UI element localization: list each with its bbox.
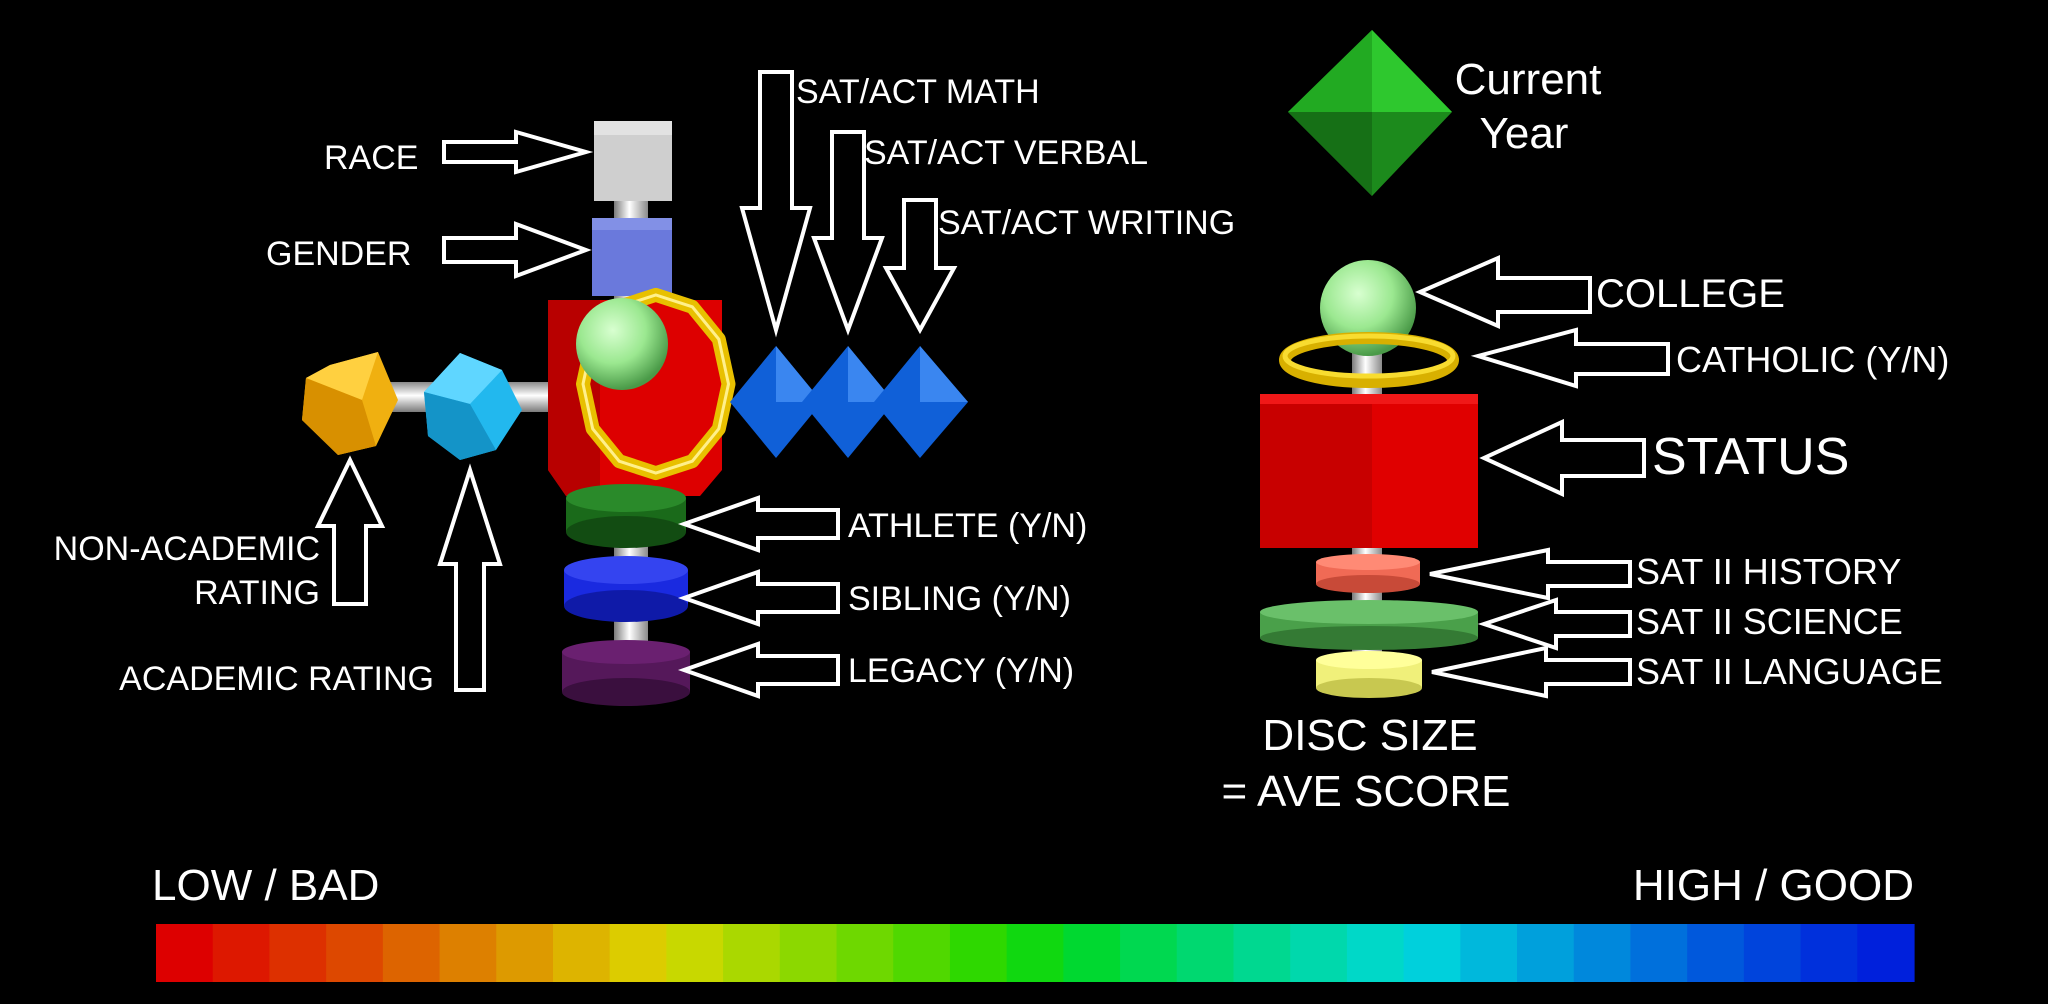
legend-catholic-label: CATHOLIC (Y/N) bbox=[1676, 339, 1949, 380]
sat-math-diamond-icon bbox=[730, 346, 822, 458]
legend-status-cube-icon bbox=[1260, 394, 1478, 548]
scale-swatch bbox=[666, 924, 724, 982]
sat-verbal-diamond-icon bbox=[802, 346, 894, 458]
color-scale: LOW / BAD HIGH / GOOD bbox=[152, 861, 1915, 982]
college-sphere-icon bbox=[576, 298, 668, 390]
scale-swatch bbox=[1630, 924, 1688, 982]
legacy-disc-icon bbox=[562, 640, 690, 706]
scale-swatch bbox=[212, 924, 271, 982]
non-academic-label-line2: RATING bbox=[194, 574, 320, 612]
legend-college-sphere-icon bbox=[1320, 260, 1416, 356]
sat-math-arrow-icon bbox=[739, 70, 813, 338]
scale-swatch bbox=[1403, 924, 1461, 982]
scale-low-label: LOW / BAD bbox=[152, 861, 379, 910]
scale-swatch bbox=[1120, 924, 1178, 982]
scale-swatch bbox=[1743, 924, 1802, 982]
scale-swatch bbox=[552, 924, 611, 982]
scale-swatch bbox=[1517, 924, 1575, 982]
legend-sat2-language-disc-icon bbox=[1316, 651, 1422, 698]
legacy-label: LEGACY (Y/N) bbox=[848, 652, 1074, 690]
gender-label: GENDER bbox=[266, 235, 411, 273]
legend-status-label: STATUS bbox=[1652, 428, 1849, 486]
scale-swatch bbox=[1800, 924, 1858, 982]
sat-writing-arrow-icon bbox=[882, 198, 958, 335]
athlete-disc-icon bbox=[566, 484, 686, 548]
legend-sat2-science-disc-icon bbox=[1260, 600, 1478, 650]
scale-swatch bbox=[382, 924, 441, 982]
sibling-arrow-icon bbox=[677, 569, 840, 627]
current-year-octahedron-icon bbox=[1288, 30, 1452, 196]
sat-writing-diamond-icon bbox=[874, 346, 968, 458]
scale-swatch bbox=[1290, 924, 1348, 982]
legend-sat2-language-arrow-icon bbox=[1431, 645, 1632, 699]
legend-catholic-ring-icon bbox=[1279, 332, 1459, 388]
non-academic-gem-icon bbox=[302, 352, 398, 455]
legend-status-arrow-icon bbox=[1479, 418, 1646, 498]
scale-swatch bbox=[836, 924, 894, 982]
non-academic-arrow-icon bbox=[314, 455, 386, 606]
scale-swatch bbox=[1346, 924, 1405, 982]
scale-swatch bbox=[1460, 924, 1518, 982]
academic-arrow-icon bbox=[437, 463, 503, 692]
sat-writing-label: SAT/ACT WRITING bbox=[938, 204, 1235, 242]
scale-swatch bbox=[439, 924, 497, 982]
legend-sat2-science-label: SAT II SCIENCE bbox=[1636, 601, 1903, 642]
scale-swatch bbox=[1006, 924, 1064, 982]
catholic-ring-highlight bbox=[581, 293, 731, 475]
scale-bar bbox=[156, 924, 1915, 982]
scale-swatch bbox=[1857, 924, 1915, 982]
scale-high-label: HIGH / GOOD bbox=[1633, 861, 1914, 910]
athlete-arrow-icon bbox=[677, 495, 840, 553]
academic-gem-icon bbox=[424, 353, 522, 460]
glyph: RACE GENDER NON-ACADEMIC RATING ACADEMIC… bbox=[54, 70, 1235, 706]
scale-swatch bbox=[326, 924, 384, 982]
scale-swatch bbox=[893, 924, 951, 982]
legend-sat2-language-label: SAT II LANGUAGE bbox=[1636, 651, 1943, 692]
scale-swatch bbox=[779, 924, 838, 982]
current-year-label-line1: Current bbox=[1455, 55, 1602, 104]
athlete-label: ATHLETE (Y/N) bbox=[848, 507, 1087, 545]
sibling-label: SIBLING (Y/N) bbox=[848, 580, 1071, 618]
sibling-disc-icon bbox=[564, 556, 688, 622]
scale-swatch bbox=[723, 924, 781, 982]
legacy-arrow-icon bbox=[677, 641, 840, 699]
gender-block-icon bbox=[592, 218, 672, 296]
scale-swatch bbox=[156, 924, 214, 982]
legend-sat2-history-label: SAT II HISTORY bbox=[1636, 551, 1901, 592]
sat-verbal-arrow-icon bbox=[811, 130, 885, 336]
non-academic-label-line1: NON-ACADEMIC bbox=[54, 530, 320, 568]
disc-size-label-line2: = AVE SCORE bbox=[1222, 767, 1511, 816]
scale-swatch bbox=[496, 924, 554, 982]
scale-swatch bbox=[1233, 924, 1291, 982]
scale-swatch bbox=[949, 924, 1008, 982]
gender-arrow-icon bbox=[442, 221, 592, 279]
sat-verbal-label: SAT/ACT VERBAL bbox=[864, 134, 1148, 172]
race-arrow-icon bbox=[442, 129, 594, 175]
legend-college-arrow-icon bbox=[1414, 254, 1592, 330]
legend: Current Year bbox=[1222, 30, 1949, 816]
legend-catholic-arrow-icon bbox=[1470, 327, 1670, 389]
legend-sat2-history-arrow-icon bbox=[1429, 547, 1632, 601]
academic-label: ACADEMIC RATING bbox=[119, 660, 434, 698]
scale-swatch bbox=[1063, 924, 1121, 982]
sat-math-label: SAT/ACT MATH bbox=[796, 73, 1040, 111]
scale-swatch bbox=[1573, 924, 1632, 982]
scale-swatch bbox=[1687, 924, 1745, 982]
legend-sat2-history-disc-icon bbox=[1316, 554, 1420, 593]
race-cube-icon bbox=[594, 121, 672, 201]
scale-swatch bbox=[609, 924, 667, 982]
disc-size-label-line1: DISC SIZE bbox=[1262, 711, 1477, 760]
legend-college-label: COLLEGE bbox=[1596, 272, 1785, 316]
scale-swatch bbox=[269, 924, 327, 982]
scale-swatch bbox=[1176, 924, 1235, 982]
race-label: RACE bbox=[324, 139, 418, 177]
legend-sat2-science-arrow-icon bbox=[1477, 597, 1632, 651]
current-year-label-line2: Year bbox=[1480, 109, 1569, 158]
